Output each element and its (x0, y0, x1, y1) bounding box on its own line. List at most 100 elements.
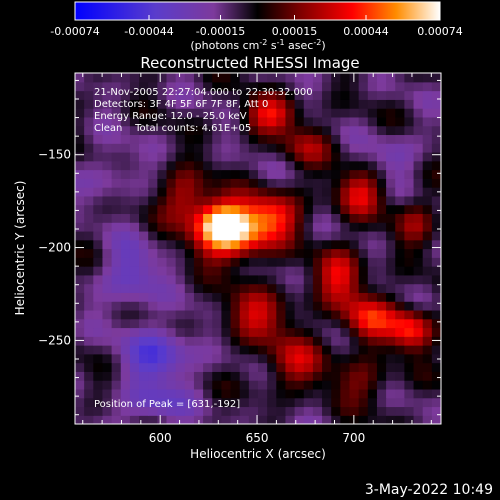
heatmap-cell (157, 81, 168, 92)
heatmap-cell (285, 345, 296, 355)
heatmap-cell (221, 230, 232, 241)
heatmap-cell (166, 309, 177, 320)
colorbar-tick-label: 0.00015 (272, 25, 318, 38)
heatmap-cell (322, 116, 332, 127)
heatmap-cell (340, 292, 351, 302)
heatmap-cell (267, 143, 277, 153)
heatmap-cell (248, 99, 259, 109)
heatmap-cell (303, 99, 314, 109)
heatmap-cell (431, 353, 441, 364)
heatmap-cell (248, 362, 259, 372)
heatmap-cell (294, 318, 305, 329)
heatmap-cell (221, 362, 232, 372)
heatmap-cell (358, 362, 369, 372)
heatmap-cell (267, 380, 277, 390)
heatmap-cell (239, 362, 250, 372)
heatmap-cell (120, 90, 131, 100)
heatmap-cell (193, 178, 204, 188)
heatmap-cell (294, 222, 305, 232)
heatmap-cell (395, 151, 405, 162)
heatmap-cell (285, 169, 296, 179)
heatmap-cell (395, 318, 405, 329)
heatmap-cell (75, 266, 85, 276)
heatmap-cell (248, 160, 259, 171)
heatmap-cell (303, 327, 314, 337)
heatmap-cell (258, 222, 268, 232)
heatmap-cell (175, 415, 186, 424)
heatmap-cell (84, 213, 94, 223)
heatmap-cell (193, 406, 204, 416)
heatmap-cell (230, 160, 241, 171)
heatmap-cell (148, 283, 158, 293)
heatmap-cell (367, 187, 378, 197)
heatmap-cell (267, 81, 277, 92)
heatmap-cell (312, 187, 323, 197)
heatmap-cell (376, 301, 387, 311)
heatmap-cell (129, 266, 140, 276)
heatmap-cell (386, 73, 396, 83)
heatmap-cell (193, 213, 204, 223)
heatmap-cell (395, 415, 405, 424)
heatmap-cell (120, 116, 131, 127)
heatmap-cell (322, 301, 332, 311)
heatmap-cell (376, 178, 387, 188)
heatmap-cell (175, 406, 186, 416)
heatmap-cell (193, 108, 204, 118)
heatmap-cell (239, 274, 250, 285)
heatmap-cell (431, 204, 441, 215)
heatmap-cell (157, 309, 168, 320)
heatmap-cell (404, 380, 415, 390)
heatmap-cell (386, 222, 396, 232)
heatmap-cell (431, 151, 441, 162)
heatmap-cell (193, 353, 204, 364)
heatmap-cell (148, 345, 158, 355)
heatmap-cell (331, 336, 341, 346)
heatmap-cell (349, 222, 360, 232)
heatmap-cell (331, 406, 341, 416)
heatmap-cell (239, 371, 250, 381)
heatmap-cell (258, 187, 268, 197)
heatmap-cell (276, 388, 287, 399)
heatmap-cell (340, 204, 351, 215)
heatmap-cell (340, 108, 351, 118)
heatmap-cell (340, 230, 351, 241)
heatmap-cell (331, 73, 341, 83)
heatmap-cell (111, 309, 122, 320)
heatmap-cell (404, 160, 415, 171)
heatmap-cell (294, 116, 305, 127)
heatmap-cell (349, 239, 360, 250)
heatmap-cell (285, 151, 296, 162)
heatmap-cell (376, 151, 387, 162)
heatmap-cell (395, 125, 405, 136)
heatmap-cell (367, 151, 378, 162)
heatmap-cell (175, 73, 186, 83)
heatmap-cell (203, 99, 213, 109)
heatmap-cell (129, 388, 140, 399)
heatmap-cell (129, 301, 140, 311)
heatmap-cell (175, 204, 186, 215)
heatmap-cell (349, 266, 360, 276)
heatmap-cell (175, 116, 186, 127)
heatmap-cell (386, 397, 396, 408)
heatmap-cell (349, 274, 360, 285)
heatmap-cell (230, 143, 241, 153)
heatmap-cell (276, 345, 287, 355)
heatmap-cell (413, 292, 424, 302)
heatmap-cell (203, 108, 213, 118)
heatmap-cell (349, 336, 360, 346)
heatmap-cell (230, 318, 241, 329)
heatmap-cell (413, 169, 424, 179)
heatmap-cell (203, 213, 213, 223)
heatmap-cell (212, 239, 222, 250)
heatmap-cell (312, 266, 323, 276)
heatmap-cell (184, 108, 195, 118)
heatmap-cell (120, 160, 131, 171)
heatmap-cell (75, 257, 85, 267)
heatmap-cell (166, 151, 177, 162)
heatmap-cell (404, 195, 415, 206)
heatmap-cell (422, 345, 433, 355)
heatmap-cell (193, 160, 204, 171)
heatmap-cell (157, 195, 168, 206)
heatmap-cell (285, 222, 296, 232)
heatmap-cell (267, 345, 277, 355)
